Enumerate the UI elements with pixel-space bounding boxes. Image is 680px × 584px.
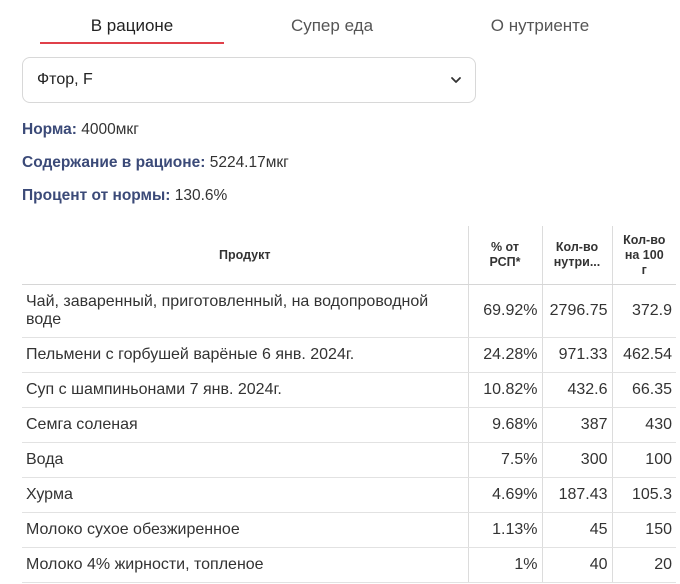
row-percent: 24.28% — [467, 337, 542, 373]
row-per100: 105.3 — [611, 477, 676, 513]
table-row[interactable]: Семга соленая 9.68% 387 430 — [22, 407, 676, 443]
table-row[interactable]: Суп с шампиньонами 7 янв. 2024г. 10.82% … — [22, 372, 676, 408]
tab-bar: В рационе Супер еда О нутриенте — [0, 0, 680, 46]
tab-super-food[interactable]: Супер еда — [240, 12, 424, 46]
row-product-name: Чай, заваренный, приготовленный, на водо… — [22, 284, 468, 338]
percent-row: Процент от нормы: 130.6% — [22, 187, 227, 205]
table-row[interactable]: Пельмени с горбушей варёные 6 янв. 2024г… — [22, 337, 676, 373]
content-label: Содержание в рационе: — [22, 154, 206, 171]
row-product-name: Хурма — [22, 477, 468, 513]
row-product-name: Вода — [22, 442, 468, 478]
row-amount: 432.6 — [541, 372, 612, 408]
row-percent: 1% — [467, 547, 542, 583]
row-percent: 69.92% — [467, 284, 542, 338]
table-row[interactable]: Молоко сухое обезжиренное 1.13% 45 150 — [22, 512, 676, 548]
row-per100: 462.54 — [611, 337, 676, 373]
nutrient-select[interactable]: Фтор, F — [22, 57, 476, 103]
table-header-row: Продукт % от РСП* Кол-во нутри... Кол-во… — [22, 226, 676, 285]
header-per100-line2: на 100 — [624, 247, 664, 262]
header-per100-line3: г — [641, 262, 647, 277]
row-percent: 7.5% — [467, 442, 542, 478]
row-per100: 150 — [611, 512, 676, 548]
header-per100-line1: Кол-во — [623, 232, 666, 247]
row-amount: 45 — [541, 512, 612, 548]
header-percent[interactable]: % от РСП* — [467, 226, 542, 285]
chevron-down-icon — [451, 77, 461, 83]
row-amount: 971.33 — [541, 337, 612, 373]
content-value: 5224.17мкг — [209, 154, 289, 171]
tab-in-diet-label: В рационе — [90, 16, 174, 35]
row-percent: 9.68% — [467, 407, 542, 443]
tab-about-nutrient-label: О нутриенте — [490, 16, 590, 35]
content-row: Содержание в рационе: 5224.17мкг — [22, 154, 289, 172]
row-percent: 10.82% — [467, 372, 542, 408]
row-product-name: Молоко сухое обезжиренное — [22, 512, 468, 548]
row-product-name: Молоко 4% жирности, топленое — [22, 547, 468, 583]
row-per100: 100 — [611, 442, 676, 478]
table-row[interactable]: Вода 7.5% 300 100 — [22, 442, 676, 478]
row-amount: 2796.75 — [541, 284, 612, 338]
norm-value: 4000мкг — [81, 121, 139, 138]
tab-super-food-label: Супер еда — [290, 16, 374, 35]
row-per100: 20 — [611, 547, 676, 583]
header-amount-line2: нутри... — [553, 255, 601, 269]
row-amount: 187.43 — [541, 477, 612, 513]
tab-in-diet[interactable]: В рационе — [40, 12, 224, 46]
row-amount: 387 — [541, 407, 612, 443]
header-percent-line1: % от — [490, 240, 520, 254]
table-row[interactable]: Хурма 4.69% 187.43 105.3 — [22, 477, 676, 513]
active-tab-underline — [40, 42, 224, 44]
header-per100[interactable]: Кол-во на 100 г — [611, 226, 676, 285]
table-row[interactable]: Чай, заваренный, приготовленный, на водо… — [22, 284, 676, 338]
row-product-name: Семга соленая — [22, 407, 468, 443]
row-percent: 1.13% — [467, 512, 542, 548]
norm-label: Норма: — [22, 121, 77, 138]
row-per100: 372.9 — [611, 284, 676, 338]
header-amount-line1: Кол-во — [555, 240, 599, 254]
header-product[interactable]: Продукт — [22, 226, 468, 285]
row-percent: 4.69% — [467, 477, 542, 513]
table-row[interactable]: Молоко 4% жирности, топленое 1% 40 20 — [22, 547, 676, 583]
row-product-name: Пельмени с горбушей варёные 6 янв. 2024г… — [22, 337, 468, 373]
row-per100: 66.35 — [611, 372, 676, 408]
norm-row: Норма: 4000мкг — [22, 121, 139, 139]
products-table: Продукт % от РСП* Кол-во нутри... Кол-во… — [22, 226, 676, 583]
row-per100: 430 — [611, 407, 676, 443]
percent-label: Процент от нормы: — [22, 187, 171, 204]
row-product-name: Суп с шампиньонами 7 янв. 2024г. — [22, 372, 468, 408]
percent-value: 130.6% — [174, 187, 228, 204]
tab-about-nutrient[interactable]: О нутриенте — [448, 12, 632, 46]
nutrient-select-value: Фтор, F — [37, 71, 93, 88]
row-amount: 40 — [541, 547, 612, 583]
row-amount: 300 — [541, 442, 612, 478]
header-percent-line2: РСП* — [489, 255, 521, 269]
header-amount[interactable]: Кол-во нутри... — [541, 226, 612, 285]
